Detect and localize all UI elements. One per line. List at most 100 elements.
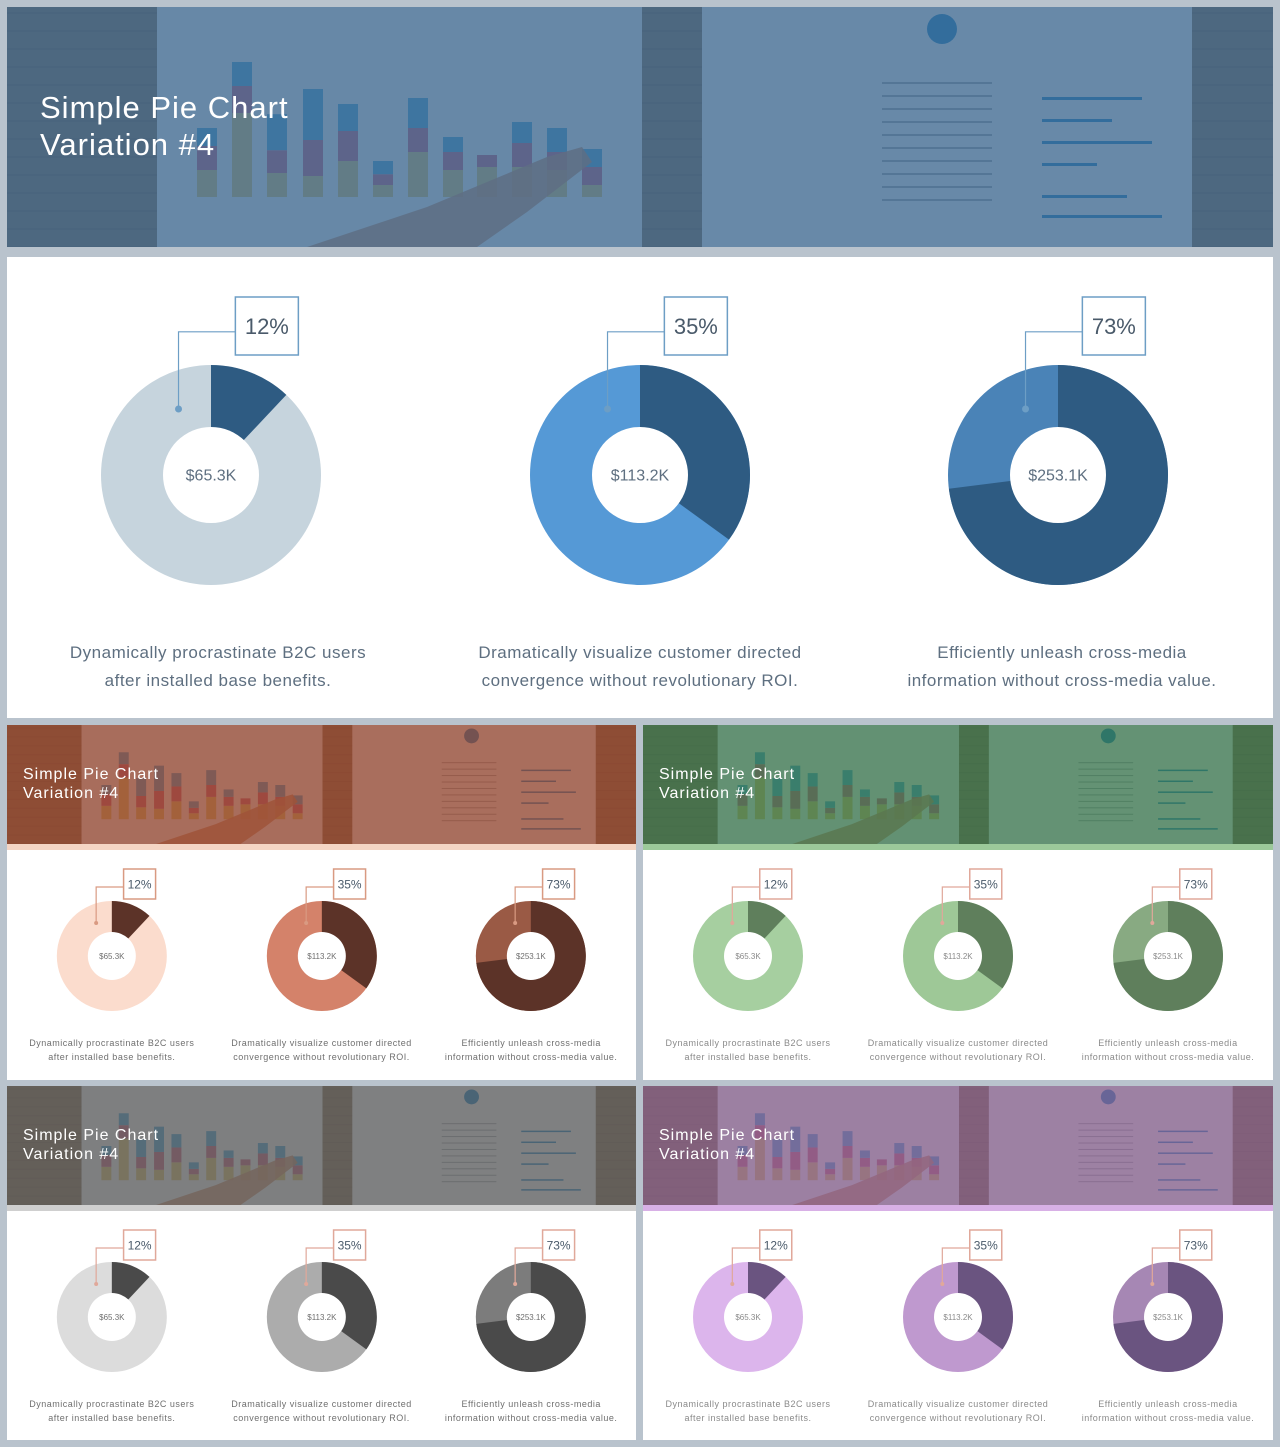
donut-center-label: $253.1K [516,1313,546,1322]
description-line2: convergence without revolutionary ROI. [233,1413,410,1423]
percent-box [1179,868,1213,900]
callout-dot [940,921,945,925]
banner-divider [643,844,1273,850]
donut-graphic: $65.3K 12% [56,868,167,1011]
percent-box [122,1229,157,1261]
donut-charts-row: $65.3K 12% Dynamically procrastinate B2C u… [643,1211,1273,1440]
donut-chart: $65.3K 12% Dynamically procrastinate B2C u… [7,257,429,718]
donut-chart: $253.1K 73% Efficiently unleash cross-medi… [1063,1211,1273,1440]
percent-label: 35% [974,1238,998,1252]
donut-center-label: $253.1K [1153,1313,1183,1322]
callout-line [305,886,334,924]
donut-chart: $253.1K 73% Efficiently unleash cross-medi… [426,850,636,1080]
callout-dot [1022,405,1030,413]
donut-chart: $113.2K 35% Dramatically visualize custome… [429,257,851,718]
percent-label: 12% [128,877,152,891]
donut-hole [1144,932,1192,980]
slide-purple: Simple Pie Chart Variation #4 $65.3K 12% Dyn… [643,1086,1273,1440]
percent-box [663,296,729,356]
description-line2: information without cross-media value. [444,1052,618,1062]
description-line1: Dramatically visualize customer directed [867,1038,1049,1048]
percent-box [969,1229,1003,1261]
percent-label: 73% [1184,877,1208,891]
donut-chart: $65.3K 12% Dynamically procrastinate B2C u… [643,1211,853,1440]
callout-line [95,886,124,924]
slide-banner: Simple Pie Chart Variation #4 [7,1086,636,1205]
callout-line [941,1247,970,1284]
banner-tint [7,725,636,844]
donut-graphic: $253.1K 73% [1113,868,1223,1011]
donut-chart: $113.2K 35% Dramatically visualize custome… [217,1211,427,1440]
slide-blue: Simple Pie Chart Variation #4 $65.3K 12% Dyn… [7,7,1273,718]
percent-box [332,868,366,900]
callout-dot [730,921,735,925]
callout-line [731,1247,760,1284]
banner-divider [7,844,636,850]
donut-value-slice [321,901,377,989]
banner-divider [643,1205,1273,1211]
percent-box [969,868,1003,900]
chart-description: Dramatically visualize customer directed… [853,1397,1063,1425]
donut-graphic: $253.1K 73% [476,1229,587,1372]
donut-hole [297,1293,346,1341]
donut-chart: $65.3K 12% Dynamically procrastinate B2C u… [7,1211,217,1440]
donut-graphic: $65.3K 12% [693,868,803,1011]
banner-tint [7,1086,636,1205]
donut-hole [87,932,136,980]
slide-title-line1: Simple Pie Chart [659,1127,796,1144]
description-line2: convergence without revolutionary ROI. [233,1052,410,1062]
percent-label: 12% [245,314,289,339]
slide-title-line1: Simple Pie Chart [23,1127,160,1144]
slide-title-line2: Variation #4 [23,785,120,803]
callout-line [1151,886,1180,923]
banner-tint [7,7,1273,247]
donut-value-slice [640,365,750,540]
percent-box [234,296,300,356]
donut-value-slice [321,1262,377,1350]
description-line2: after installed base benefits. [48,1413,176,1423]
percent-box [542,1229,576,1261]
slide-gray: Simple Pie Chart Variation #4 $65.3K 12% Dyn… [7,1086,636,1440]
slide-title: Simple Pie Chart Variation #4 [659,765,795,803]
donut-chart: $65.3K 12% Dynamically procrastinate B2C u… [7,850,217,1080]
description-line2: after installed base benefits. [684,1413,812,1423]
slide-banner: Simple Pie Chart Variation #4 [643,725,1273,844]
callout-dot [1150,1282,1155,1286]
callout-line [606,331,665,409]
slide-title-line1: Simple Pie Chart [659,766,796,783]
donut-charts-row: $65.3K 12% Dynamically procrastinate B2C u… [7,257,1273,718]
donut-hole [163,427,259,523]
donut-chart: $113.2K 35% Dramatically visualize custome… [217,850,427,1080]
donut-hole [87,1293,136,1341]
callout-line [305,1247,334,1285]
banner-divider [7,1205,636,1211]
description-line2: information without cross-media value. [907,671,1217,690]
description-line2: information without cross-media value. [1081,1052,1255,1062]
donut-hole [724,932,772,980]
description-line1: Dynamically procrastinate B2C users [665,1038,831,1048]
donut-graphic: $253.1K 73% [1113,1229,1223,1372]
donut-chart: $253.1K 73% Efficiently unleash cross-medi… [851,257,1273,718]
slide-banner: Simple Pie Chart Variation #4 [643,1086,1273,1205]
percent-box [1179,1229,1213,1261]
donut-graphic: $65.3K 12% [101,296,321,585]
slide-title: Simple Pie Chart Variation #4 [659,1126,795,1164]
donut-charts-row: $65.3K 12% Dynamically procrastinate B2C u… [643,850,1273,1080]
callout-dot [513,921,518,926]
chart-description: Efficiently unleash cross-media informati… [851,639,1273,695]
donut-graphic: $113.2K 35% [266,868,377,1011]
donut-center-label: $253.1K [516,952,546,961]
callout-dot [604,405,612,413]
description-line2: after installed base benefits. [684,1052,812,1062]
donut-center-label: $113.2K [943,1313,973,1322]
percent-label: 73% [1184,1238,1208,1252]
donut-hole [592,427,688,523]
description-line1: Efficiently unleash cross-media [1098,1038,1238,1048]
description-line1: Dramatically visualize customer directed [231,1038,412,1048]
donut-chart: $65.3K 12% Dynamically procrastinate B2C u… [643,850,853,1080]
donut-charts-row: $65.3K 12% Dynamically procrastinate B2C u… [7,850,636,1080]
chart-description: Dramatically visualize customer directed… [217,1397,427,1425]
description-line2: convergence without revolutionary ROI. [869,1052,1047,1062]
chart-description: Dynamically procrastinate B2C users after… [643,1397,853,1425]
donut-center-label: $65.3K [735,1313,761,1322]
